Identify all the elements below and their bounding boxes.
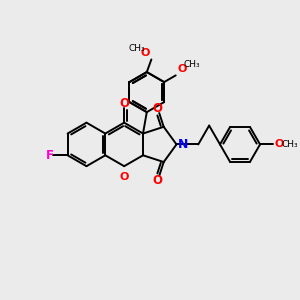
Text: N: N	[178, 138, 188, 151]
Text: CH₃: CH₃	[281, 140, 298, 149]
Text: CH₃: CH₃	[129, 44, 145, 53]
Text: O: O	[119, 97, 129, 110]
Text: F: F	[46, 149, 53, 162]
Text: O: O	[177, 64, 187, 74]
Text: O: O	[275, 140, 284, 149]
Text: CH₃: CH₃	[184, 60, 200, 69]
Text: O: O	[153, 174, 163, 187]
Text: O: O	[153, 102, 163, 115]
Text: O: O	[119, 172, 129, 182]
Text: O: O	[141, 48, 150, 58]
